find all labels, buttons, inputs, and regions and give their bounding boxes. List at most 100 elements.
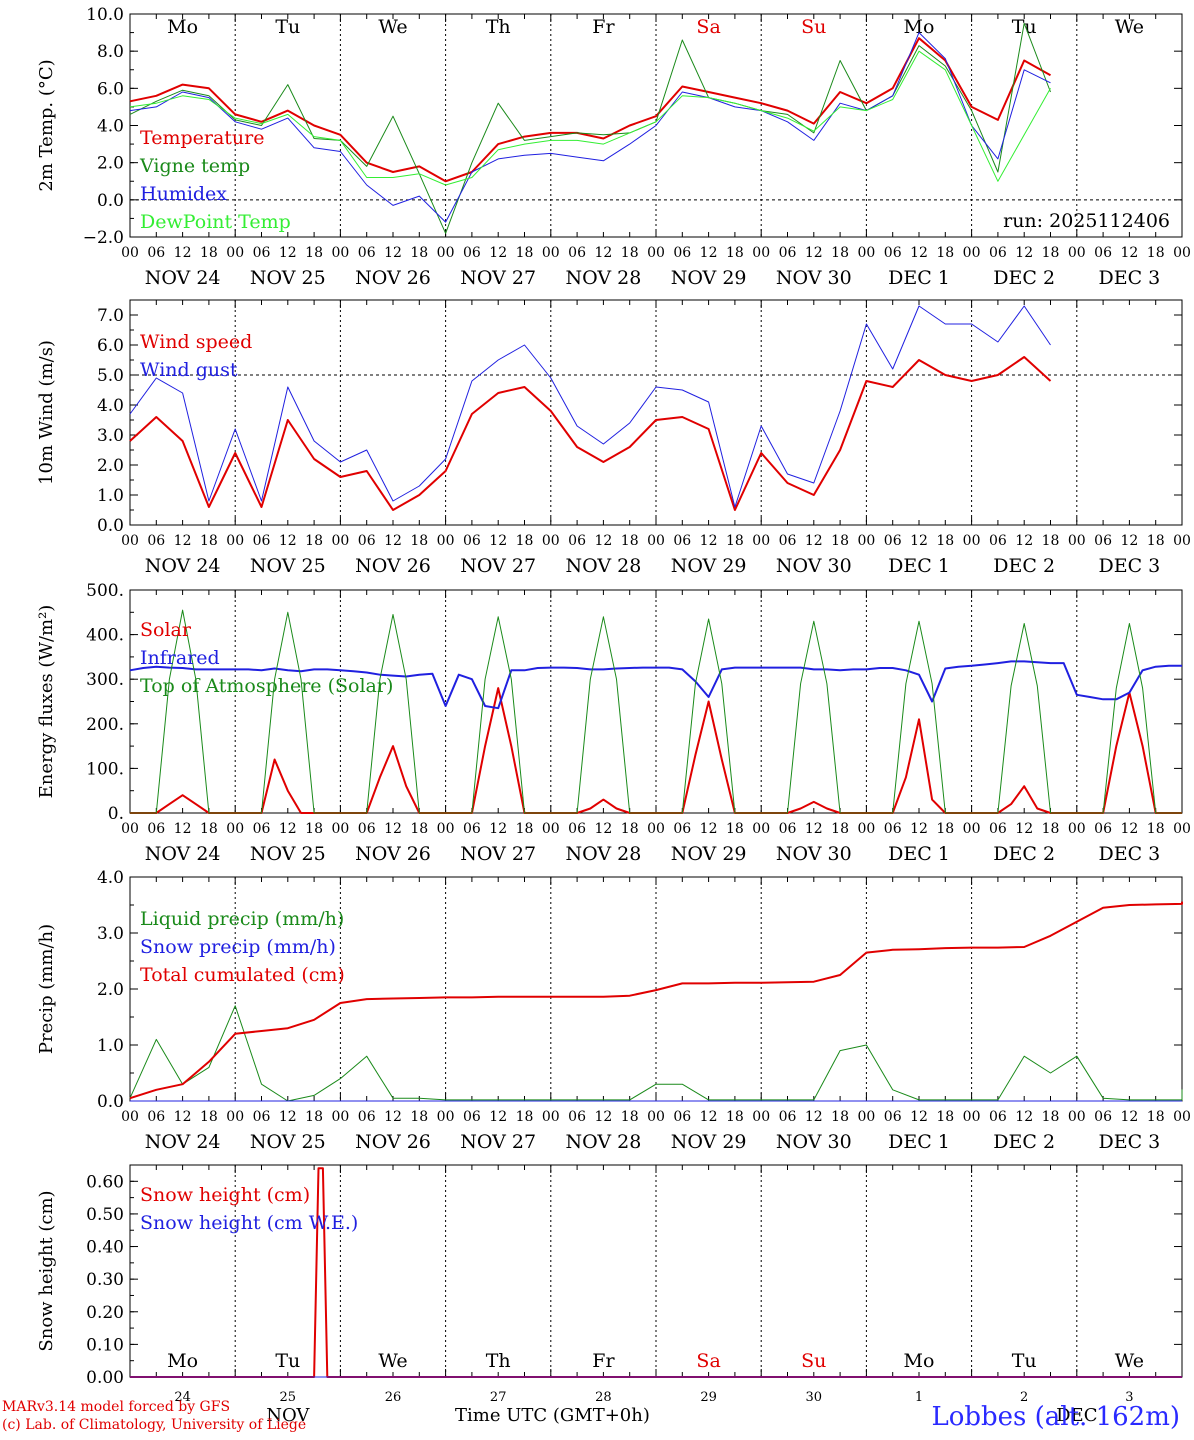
hour-label: 06 xyxy=(1094,821,1112,837)
hour-label: 12 xyxy=(1120,821,1138,837)
hour-label: 12 xyxy=(1015,245,1033,261)
hour-label: 06 xyxy=(989,1109,1007,1125)
series-line-2 xyxy=(129,32,1051,223)
hour-label: 12 xyxy=(805,821,823,837)
hour-label: 00 xyxy=(542,1109,560,1125)
hour-label: 00 xyxy=(752,245,770,261)
y-tick-label: 500. xyxy=(86,581,124,601)
y-tick-label: 400. xyxy=(86,626,124,646)
legend-entry: Vigne temp xyxy=(139,155,250,177)
hour-label: 00 xyxy=(752,533,770,549)
hour-label: 06 xyxy=(253,245,271,261)
y-tick-label: 3.0 xyxy=(97,426,124,446)
y-axis-label: Energy fluxes (W/m²) xyxy=(36,605,57,799)
hour-label: 12 xyxy=(174,1109,192,1125)
hour-label: 12 xyxy=(700,1109,718,1125)
series-line-1 xyxy=(129,305,1051,508)
hour-label: 00 xyxy=(121,1109,139,1125)
weekday-label-bottom: Mo xyxy=(167,1350,198,1372)
hour-label: 06 xyxy=(253,821,271,837)
hour-label: 18 xyxy=(410,245,428,261)
hour-label: 12 xyxy=(1120,1109,1138,1125)
legend-entry: Snow precip (mm/h) xyxy=(140,936,336,958)
y-tick-label: 0.10 xyxy=(86,1335,124,1355)
hour-label: 06 xyxy=(779,1109,797,1125)
y-axis-label: Precip (mm/h) xyxy=(36,924,57,1054)
series-line-0 xyxy=(129,356,1052,511)
hour-label: 06 xyxy=(253,1109,271,1125)
date-label: NOV 29 xyxy=(671,267,747,289)
hour-label: 12 xyxy=(1015,821,1033,837)
hour-label: 00 xyxy=(1068,821,1086,837)
hour-label: 12 xyxy=(1015,1109,1033,1125)
y-tick-label: 4.0 xyxy=(97,117,124,137)
day-number: 1 xyxy=(915,1390,923,1405)
y-tick-label: −2.0 xyxy=(83,228,124,248)
hour-label: 00 xyxy=(542,245,560,261)
hour-label: 18 xyxy=(305,245,323,261)
date-label: NOV 27 xyxy=(460,1131,536,1153)
hour-label: 00 xyxy=(1173,533,1191,549)
y-tick-label: 2.0 xyxy=(97,456,124,476)
legend-entry: Snow height (cm W.E.) xyxy=(140,1212,358,1234)
y-tick-label: 200. xyxy=(86,715,124,735)
date-label: NOV 25 xyxy=(250,555,326,577)
hour-label: 18 xyxy=(831,821,849,837)
date-label: NOV 30 xyxy=(776,555,852,577)
hour-label: 00 xyxy=(647,1109,665,1125)
y-tick-label: 6.0 xyxy=(97,79,124,99)
weekday-label: Su xyxy=(801,16,826,38)
hour-label: 06 xyxy=(989,821,1007,837)
date-label: DEC 3 xyxy=(1099,1131,1161,1153)
hour-label: 12 xyxy=(594,1109,612,1125)
hour-label: 12 xyxy=(489,533,507,549)
y-tick-label: 0.20 xyxy=(86,1303,124,1323)
hour-label: 00 xyxy=(963,533,981,549)
hour-label: 18 xyxy=(1042,245,1060,261)
date-label: NOV 30 xyxy=(776,1131,852,1153)
weekday-label: Tu xyxy=(1012,16,1037,38)
y-tick-label: 0.0 xyxy=(97,1092,124,1112)
day-number: 27 xyxy=(490,1390,507,1405)
hour-label: 18 xyxy=(621,821,639,837)
hour-label: 12 xyxy=(384,1109,402,1125)
hour-label: 12 xyxy=(594,821,612,837)
hour-label: 18 xyxy=(516,533,534,549)
hour-label: 18 xyxy=(1147,821,1165,837)
legend-entry: Solar xyxy=(140,619,192,641)
weekday-label: Sa xyxy=(696,16,720,38)
hour-label: 06 xyxy=(147,821,165,837)
hour-label: 12 xyxy=(594,533,612,549)
hour-label: 12 xyxy=(805,245,823,261)
hour-label: 00 xyxy=(1173,821,1191,837)
date-label: DEC 2 xyxy=(993,1131,1055,1153)
y-tick-label: 4.0 xyxy=(97,396,124,416)
weekday-label: We xyxy=(1115,16,1144,38)
date-label: DEC 2 xyxy=(993,555,1055,577)
date-label: DEC 1 xyxy=(888,267,950,289)
panel-flux: 0. 100. 200. 300. 400. 500. Energy fluxes (W/m… xyxy=(36,581,1191,865)
hour-label: 06 xyxy=(253,533,271,549)
hour-label: 00 xyxy=(647,821,665,837)
hour-label: 06 xyxy=(568,245,586,261)
y-tick-label: 0.50 xyxy=(86,1205,124,1225)
y-tick-label: 10.0 xyxy=(86,5,124,25)
weekday-label-bottom: Sa xyxy=(696,1350,720,1372)
hour-label: 06 xyxy=(884,1109,902,1125)
series-line-1 xyxy=(129,660,1182,710)
date-label: NOV 27 xyxy=(460,843,536,865)
legend-entry: Infrared xyxy=(140,647,220,669)
hour-label: 06 xyxy=(884,533,902,549)
hour-label: 06 xyxy=(358,1109,376,1125)
y-tick-label: 0.40 xyxy=(86,1238,124,1258)
hour-label: 18 xyxy=(936,245,954,261)
station-name: Lobbes (alt. 162m) xyxy=(931,1402,1180,1432)
weekday-label-bottom: Fr xyxy=(592,1350,615,1372)
y-tick-label: 0.00 xyxy=(86,1368,124,1388)
hour-label: 12 xyxy=(279,245,297,261)
legend-entry: Temperature xyxy=(140,127,264,149)
hour-label: 18 xyxy=(410,533,428,549)
legend-entry: Liquid precip (mm/h) xyxy=(140,908,344,930)
date-label: DEC 3 xyxy=(1099,555,1161,577)
hour-label: 06 xyxy=(989,245,1007,261)
